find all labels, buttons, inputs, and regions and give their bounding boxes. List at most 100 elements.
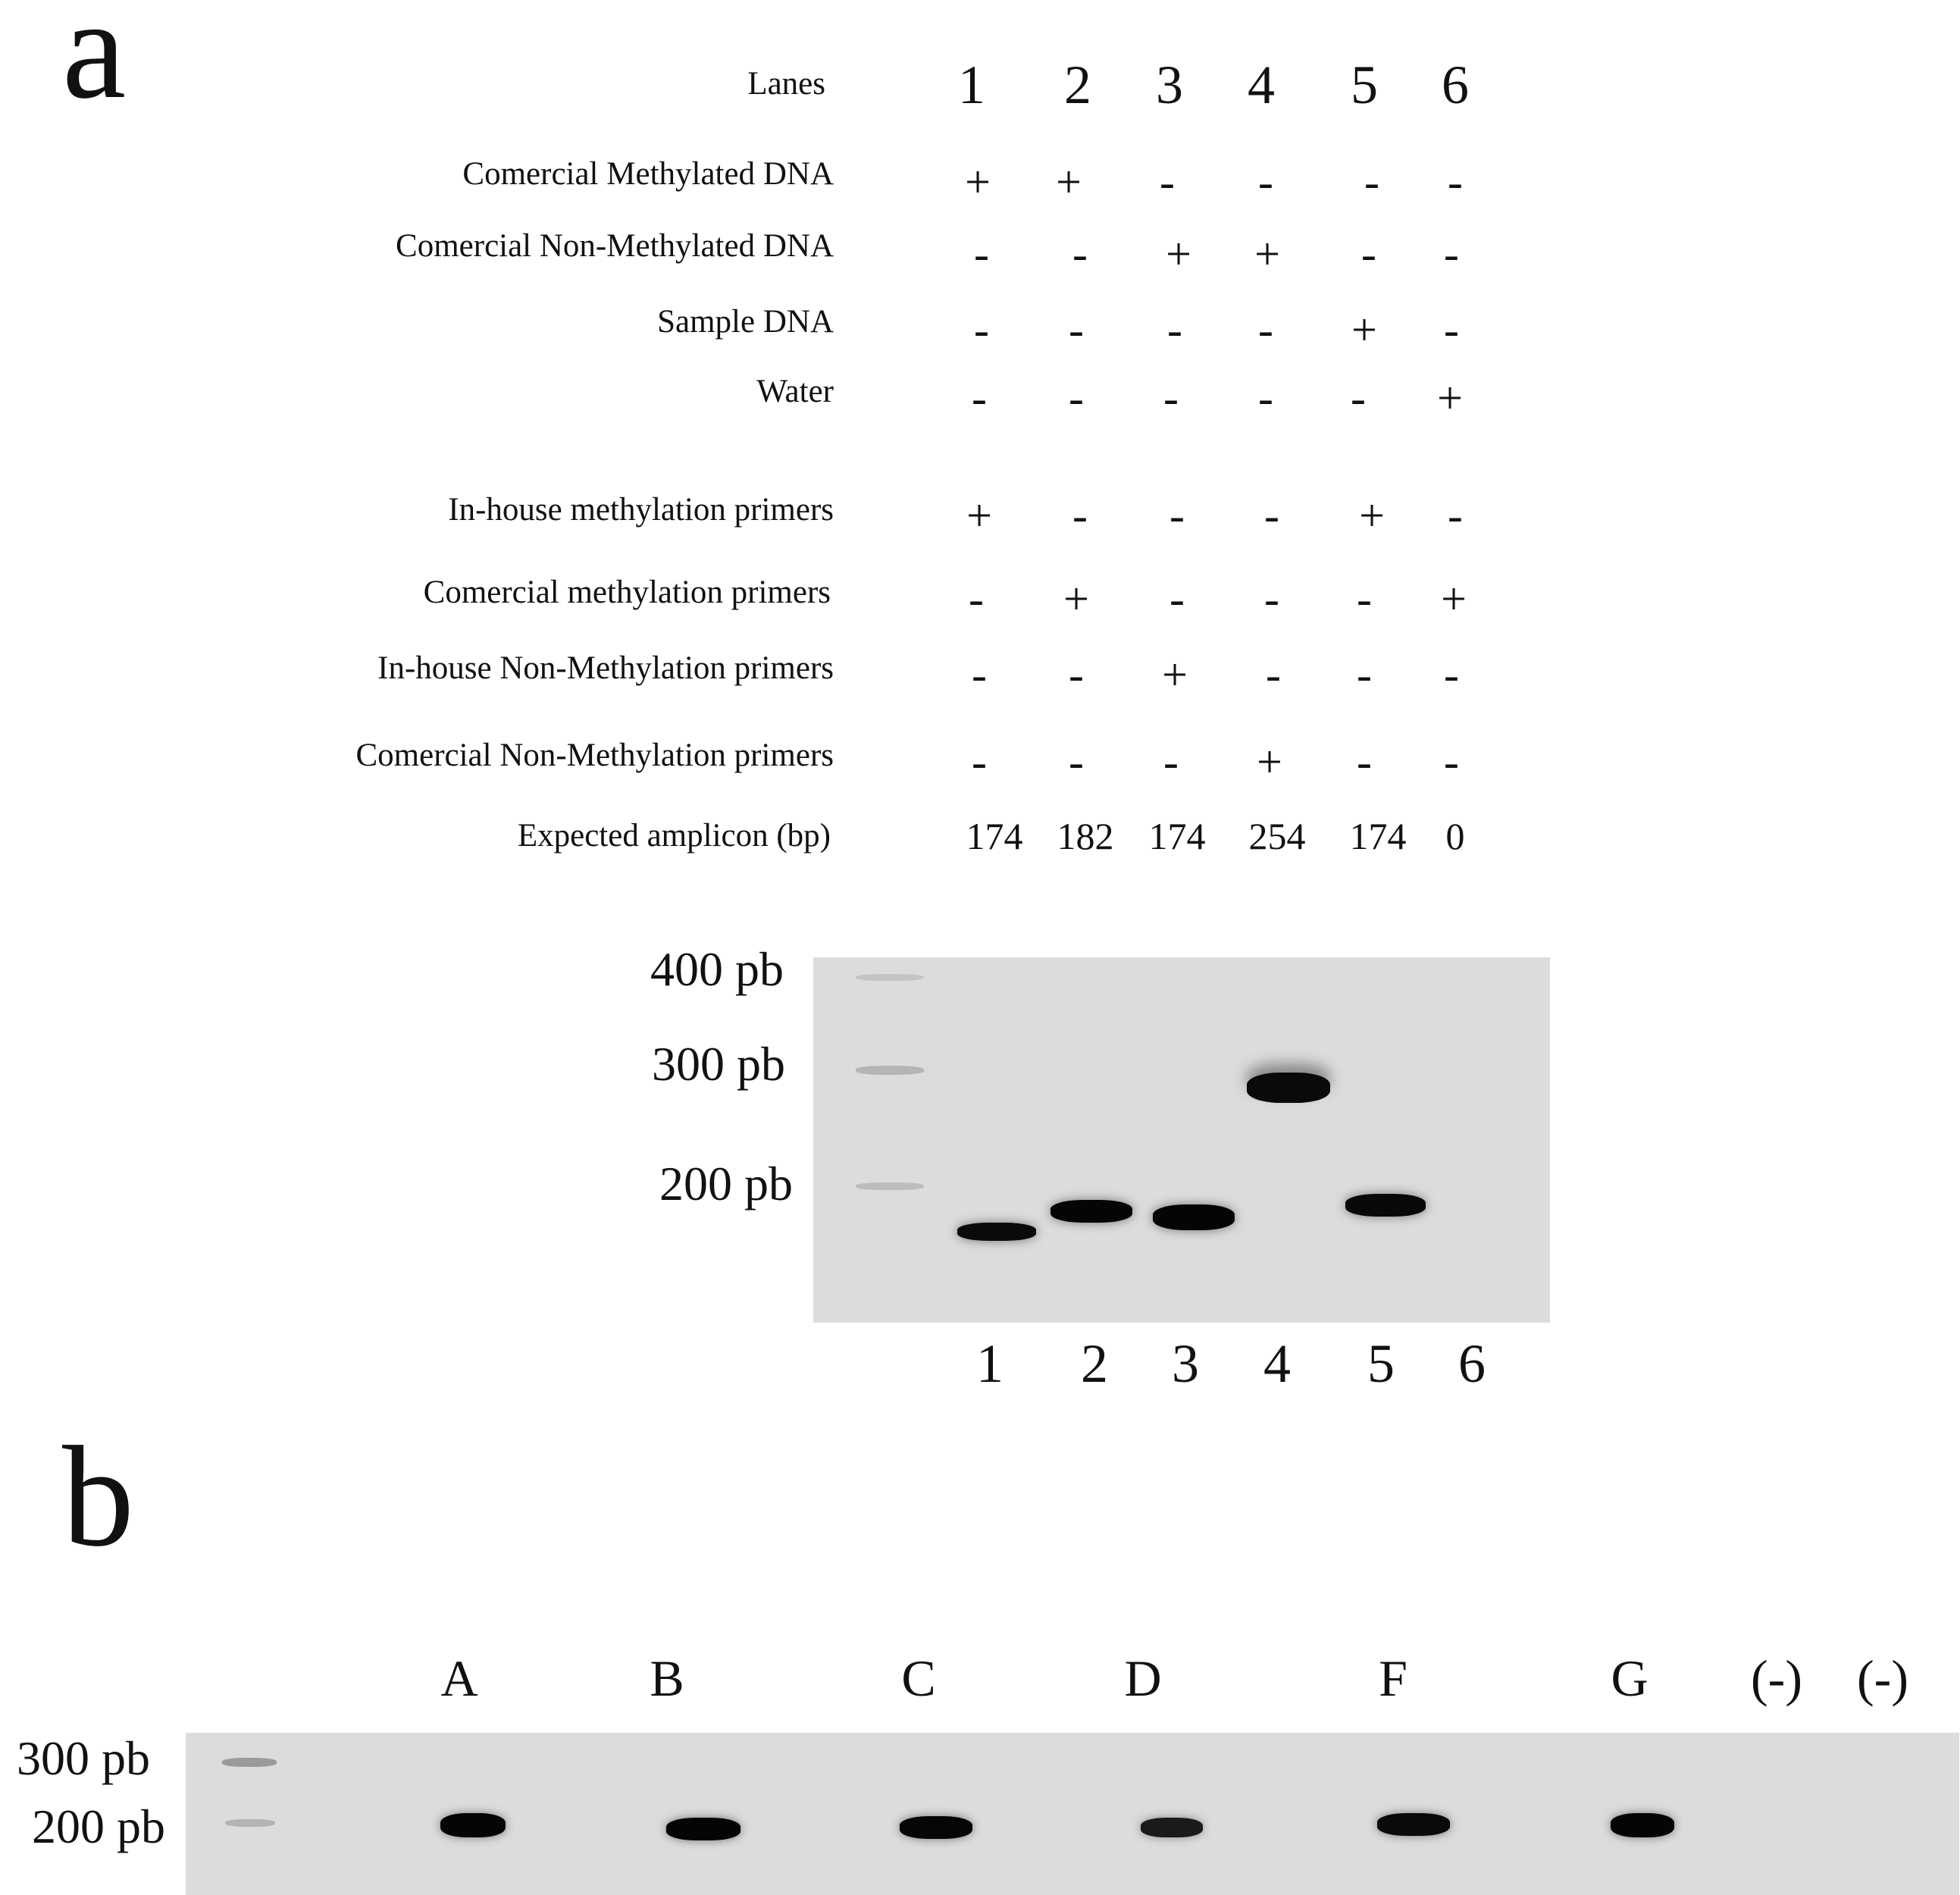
condition-cell: -: [1444, 229, 1459, 279]
condition-cell: -: [1169, 574, 1185, 624]
condition-cell: -: [1357, 574, 1372, 624]
condition-cell: -: [972, 373, 987, 423]
condition-cell: -: [1264, 490, 1279, 540]
panel-a-label: a: [62, 0, 127, 129]
gel-b-band-g: [1611, 1813, 1674, 1837]
expected-amplicon-value: 174: [966, 815, 1023, 857]
condition-cell: -: [1167, 305, 1182, 355]
condition-cell: +: [1359, 490, 1385, 540]
gel-b-lane-label-b: B: [650, 1649, 684, 1707]
condition-cell: -: [972, 650, 987, 700]
condition-cell: -: [1351, 373, 1366, 423]
condition-cell: -: [1448, 490, 1463, 540]
gel-a-ladder-200: [856, 1182, 924, 1190]
gel-b-lane-label-a: A: [440, 1649, 478, 1707]
condition-cell: +: [1166, 229, 1191, 279]
condition-cell: +: [965, 157, 991, 207]
lanes-header-label: Lanes: [747, 66, 825, 102]
lane-header-4: 4: [1248, 55, 1275, 115]
gel-a-lane-label-5: 5: [1367, 1333, 1395, 1394]
condition-cell: +: [1063, 574, 1089, 624]
gel-a-marker-400: 400 pb: [650, 942, 784, 996]
gel-a-band-lane-5: [1345, 1194, 1426, 1217]
condition-cell: -: [1163, 737, 1179, 787]
expected-amplicon-value: 174: [1349, 815, 1407, 857]
condition-cell: -: [1364, 157, 1379, 207]
condition-cell: -: [1069, 650, 1084, 700]
panel-b-label: b: [62, 1417, 134, 1577]
condition-cell: -: [1258, 305, 1273, 355]
condition-cell: -: [1069, 737, 1084, 787]
condition-row-label: Comercial Methylated DNA: [462, 156, 834, 192]
gel-a: [813, 957, 1550, 1323]
gel-a-band-lane-4: [1247, 1073, 1330, 1103]
condition-cell: -: [1258, 157, 1273, 207]
condition-row-label: Sample DNA: [657, 304, 834, 340]
condition-cell: +: [1441, 574, 1467, 624]
lane-header-3: 3: [1156, 55, 1183, 115]
gel-b-lane-label-d: D: [1124, 1649, 1162, 1707]
condition-cell: -: [1072, 490, 1088, 540]
condition-cell: +: [1254, 229, 1280, 279]
gel-a-ladder-300: [856, 1066, 924, 1075]
gel-b-ladder-300: [222, 1758, 277, 1767]
gel-b-band-c: [900, 1816, 972, 1839]
condition-cell: -: [1444, 737, 1459, 787]
condition-cell: +: [1162, 650, 1188, 700]
gel-a-lane-label-2: 2: [1081, 1333, 1108, 1394]
gel-a-marker-200: 200 pb: [659, 1157, 793, 1211]
condition-cell: -: [1163, 373, 1179, 423]
condition-row-label: Comercial Non-Methylated DNA: [396, 228, 834, 264]
gel-a-marker-300: 300 pb: [652, 1037, 785, 1091]
gel-a-band-lane-1: [957, 1223, 1036, 1241]
condition-cell: -: [1169, 490, 1185, 540]
gel-b-band-a: [440, 1813, 506, 1837]
condition-row-label: Water: [756, 374, 834, 409]
condition-cell: -: [972, 737, 987, 787]
gel-b-lane-label-c: C: [901, 1649, 936, 1707]
gel-a-band-lane-3: [1153, 1204, 1235, 1230]
expected-amplicon-value: 174: [1148, 815, 1206, 857]
condition-row-label: Expected amplicon (bp): [517, 818, 831, 854]
gel-b-lane-label-neg-2: (-): [1857, 1649, 1908, 1707]
condition-cell: -: [1444, 650, 1459, 700]
lane-header-1: 1: [958, 55, 985, 115]
condition-cell: -: [1264, 574, 1279, 624]
condition-cell: -: [1357, 650, 1372, 700]
gel-a-ladder-400: [856, 974, 924, 981]
condition-cell: -: [1069, 373, 1084, 423]
condition-cell: -: [1266, 650, 1281, 700]
condition-cell: -: [1258, 373, 1273, 423]
expected-amplicon-value: 182: [1057, 815, 1114, 857]
gel-b: [186, 1733, 1959, 1895]
gel-b-ladder-200: [225, 1819, 275, 1827]
condition-row-label: In-house methylation primers: [448, 492, 834, 528]
condition-row-label: In-house Non-Methylation primers: [377, 650, 834, 686]
gel-a-lane-label-1: 1: [976, 1333, 1003, 1394]
condition-cell: +: [1056, 157, 1082, 207]
condition-cell: -: [1069, 305, 1084, 355]
condition-cell: -: [969, 574, 984, 624]
gel-b-marker-300: 300 pb: [17, 1731, 150, 1785]
gel-a-lane-label-3: 3: [1172, 1333, 1199, 1394]
condition-cell: -: [1361, 229, 1376, 279]
condition-cell: -: [1444, 305, 1459, 355]
condition-row-label: Comercial Non-Methylation primers: [355, 738, 834, 773]
gel-b-marker-200: 200 pb: [32, 1799, 165, 1853]
gel-b-band-f: [1377, 1813, 1450, 1836]
lane-header-2: 2: [1064, 55, 1091, 115]
lane-header-5: 5: [1351, 55, 1378, 115]
gel-b-lane-label-g: G: [1611, 1649, 1648, 1707]
gel-b-band-d: [1141, 1818, 1203, 1837]
gel-b-band-b: [666, 1818, 740, 1840]
condition-cell: -: [1448, 157, 1463, 207]
gel-a-lane-label-4: 4: [1263, 1333, 1291, 1394]
expected-amplicon-value: 254: [1248, 815, 1306, 857]
condition-cell: +: [966, 490, 992, 540]
condition-cell: -: [1160, 157, 1175, 207]
condition-cell: +: [1257, 737, 1282, 787]
lane-header-6: 6: [1442, 55, 1469, 115]
expected-amplicon-value: 0: [1445, 815, 1465, 857]
gel-a-band-lane-2: [1050, 1200, 1132, 1223]
condition-row-label: Comercial methylation primers: [423, 575, 831, 610]
